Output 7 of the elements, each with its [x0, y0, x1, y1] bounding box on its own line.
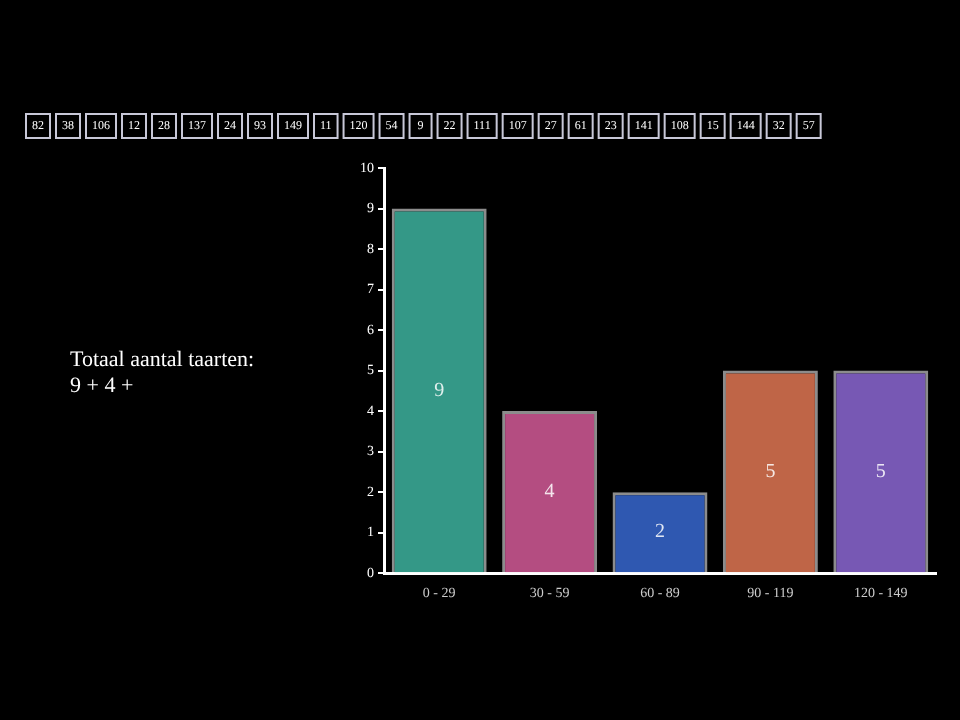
text: Totaal aantal taarten: [70, 347, 255, 372]
data-label: 5 [875, 460, 886, 483]
data-label: 4 [544, 480, 555, 503]
data-label: 5 [765, 460, 776, 483]
text: 9 + 4 + [70, 373, 134, 398]
data-label: 9 [434, 379, 445, 402]
data-label: 2 [655, 521, 665, 544]
